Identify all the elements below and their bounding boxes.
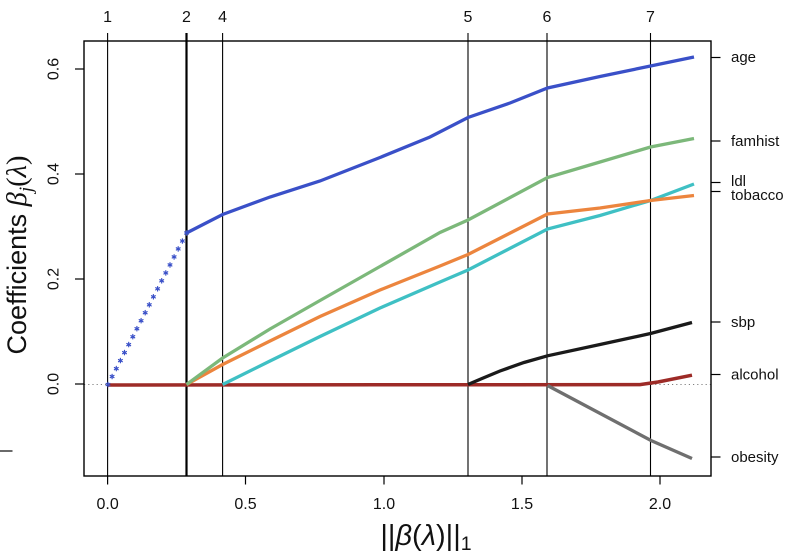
svg-text:0.4: 0.4 xyxy=(46,163,63,185)
svg-text:ldl: ldl xyxy=(731,173,746,190)
svg-text:0.6: 0.6 xyxy=(46,58,63,80)
svg-text:1.0: 1.0 xyxy=(373,496,395,513)
svg-text:2: 2 xyxy=(182,9,191,26)
svg-text:sbp: sbp xyxy=(731,314,755,331)
svg-text:7: 7 xyxy=(646,9,655,26)
svg-text:1: 1 xyxy=(103,9,112,26)
svg-text:0.2: 0.2 xyxy=(46,268,63,290)
svg-text:||β(λ)||1: ||β(λ)||1 xyxy=(380,520,471,555)
svg-text:5: 5 xyxy=(464,9,473,26)
svg-text:alcohol: alcohol xyxy=(731,367,779,384)
svg-text:0.0: 0.0 xyxy=(96,496,118,513)
svg-text:0.0: 0.0 xyxy=(46,373,63,395)
svg-text:obesity: obesity xyxy=(731,449,779,466)
svg-text:tobacco: tobacco xyxy=(731,187,784,204)
svg-text:6: 6 xyxy=(543,9,552,26)
svg-text:4: 4 xyxy=(218,9,227,26)
svg-text:age: age xyxy=(731,49,756,66)
svg-text:2.0: 2.0 xyxy=(649,496,671,513)
svg-text:famhist: famhist xyxy=(731,133,780,150)
svg-text:Coefficients βj(λ): Coefficients βj(λ) xyxy=(2,156,37,355)
svg-text:1.5: 1.5 xyxy=(511,496,533,513)
svg-text:0.5: 0.5 xyxy=(234,496,256,513)
